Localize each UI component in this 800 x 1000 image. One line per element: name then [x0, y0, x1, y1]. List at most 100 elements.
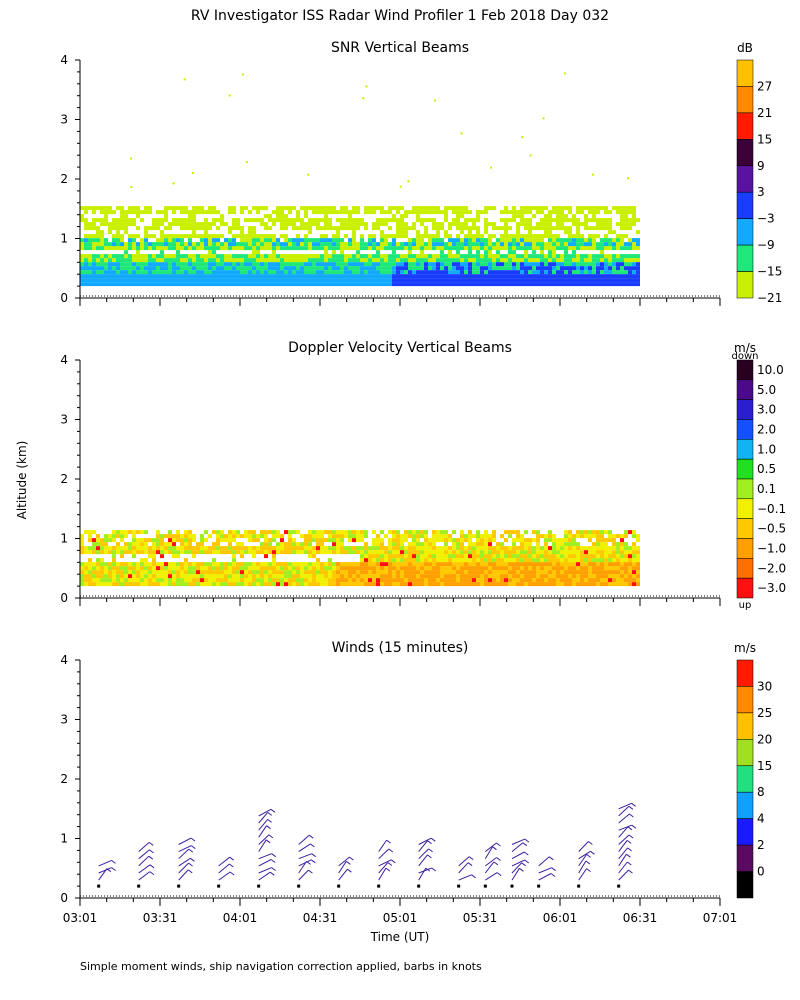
- heatmap-cell: [432, 554, 436, 559]
- heatmap-cell: [236, 266, 240, 271]
- heatmap-cell: [124, 210, 128, 215]
- heatmap-cell: [140, 542, 144, 547]
- heatmap-cell: [408, 258, 412, 263]
- heatmap-cell: [444, 262, 448, 267]
- heatmap-cell: [300, 206, 304, 211]
- heatmap-cell: [308, 278, 312, 283]
- heatmap-cell: [372, 278, 376, 283]
- heatmap-cell: [396, 262, 400, 267]
- heatmap-cell: [336, 230, 340, 235]
- heatmap-cell: [152, 266, 156, 271]
- heatmap-cell: [580, 546, 584, 551]
- heatmap-cell: [296, 262, 300, 267]
- heatmap-cell: [308, 242, 312, 247]
- heatmap-cell: [152, 222, 156, 227]
- heatmap-cell: [240, 546, 244, 551]
- heatmap-cell: [460, 258, 464, 263]
- heatmap-cell: [188, 534, 192, 539]
- heatmap-cell: [444, 254, 448, 259]
- heatmap-cell: [156, 566, 160, 571]
- heatmap-cell: [120, 234, 124, 239]
- heatmap-cell: [132, 246, 136, 251]
- heatmap-cell: [220, 530, 224, 535]
- heatmap-cell: [480, 574, 484, 579]
- heatmap-cell: [532, 250, 536, 255]
- heatmap-cell: [196, 566, 200, 571]
- heatmap-cell: [128, 222, 132, 227]
- heatmap-cell: [636, 230, 640, 235]
- heatmap-cell: [392, 278, 396, 283]
- heatmap-cell: [100, 562, 104, 567]
- heatmap-cell: [268, 258, 272, 263]
- heatmap-cell: [92, 530, 96, 535]
- heatmap-cell: [260, 562, 264, 567]
- heatmap-cell: [544, 566, 548, 571]
- heatmap-cell: [500, 582, 504, 587]
- heatmap-cell: [108, 266, 112, 271]
- heatmap-cell: [160, 554, 164, 559]
- heatmap-cell: [272, 534, 276, 539]
- heatmap-cell: [352, 530, 356, 535]
- heatmap-cell: [112, 554, 116, 559]
- heatmap-cell: [404, 278, 408, 283]
- wind-barb: [458, 856, 470, 867]
- heatmap-cell: [568, 266, 572, 271]
- heatmap-cell: [232, 262, 236, 267]
- heatmap-cell: [624, 534, 628, 539]
- wind-barb: [618, 824, 632, 831]
- heatmap-cell: [320, 566, 324, 571]
- heatmap-cell: [212, 242, 216, 247]
- heatmap-cell: [432, 238, 436, 243]
- heatmap-cell: [320, 270, 324, 275]
- heatmap-cell: [472, 242, 476, 247]
- heatmap-cell: [312, 218, 316, 223]
- heatmap-cell: [592, 278, 596, 283]
- heatmap-cell: [496, 542, 500, 547]
- heatmap-cell: [204, 578, 208, 583]
- heatmap-cell: [96, 266, 100, 271]
- heatmap-cell: [84, 578, 88, 583]
- heatmap-cell: [80, 582, 84, 587]
- heatmap-cell: [588, 238, 592, 243]
- heatmap-cell: [572, 534, 576, 539]
- heatmap-cell: [424, 282, 428, 287]
- heatmap-cell: [108, 274, 112, 279]
- heatmap-cell: [464, 582, 468, 587]
- heatmap-cell: [624, 562, 628, 567]
- heatmap-cell: [624, 542, 628, 547]
- heatmap-cell: [136, 538, 140, 543]
- heatmap-cell: [492, 530, 496, 535]
- heatmap-cell: [616, 574, 620, 579]
- heatmap-cell: [396, 230, 400, 235]
- heatmap-cell: [548, 214, 552, 219]
- heatmap-cell: [164, 534, 168, 539]
- colorbar-tick-label: 21: [757, 106, 772, 120]
- heatmap-cell: [456, 270, 460, 275]
- heatmap-cell: [196, 574, 200, 579]
- heatmap-cell: [224, 578, 228, 583]
- heatmap-cell: [468, 226, 472, 231]
- heatmap-cell: [372, 530, 376, 535]
- heatmap-cell: [288, 254, 292, 259]
- heatmap-cell: [180, 226, 184, 231]
- heatmap-cell: [88, 246, 92, 251]
- heatmap-cell: [560, 214, 564, 219]
- heatmap-speck: [307, 173, 310, 176]
- heatmap-cell: [368, 570, 372, 575]
- heatmap-cell: [240, 582, 244, 587]
- heatmap-cell: [144, 206, 148, 211]
- heatmap-cell: [588, 562, 592, 567]
- heatmap-cell: [244, 242, 248, 247]
- heatmap-cell: [412, 582, 416, 587]
- heatmap-cell: [248, 534, 252, 539]
- heatmap-cell: [368, 238, 372, 243]
- heatmap-cell: [92, 542, 96, 547]
- heatmap-cell: [476, 270, 480, 275]
- wind-barb-flag: [468, 856, 474, 860]
- heatmap-cell: [144, 258, 148, 263]
- heatmap-cell: [312, 258, 316, 263]
- heatmap-cell: [592, 546, 596, 551]
- heatmap-cell: [360, 274, 364, 279]
- heatmap-cell: [132, 262, 136, 267]
- heatmap-cell: [364, 530, 368, 535]
